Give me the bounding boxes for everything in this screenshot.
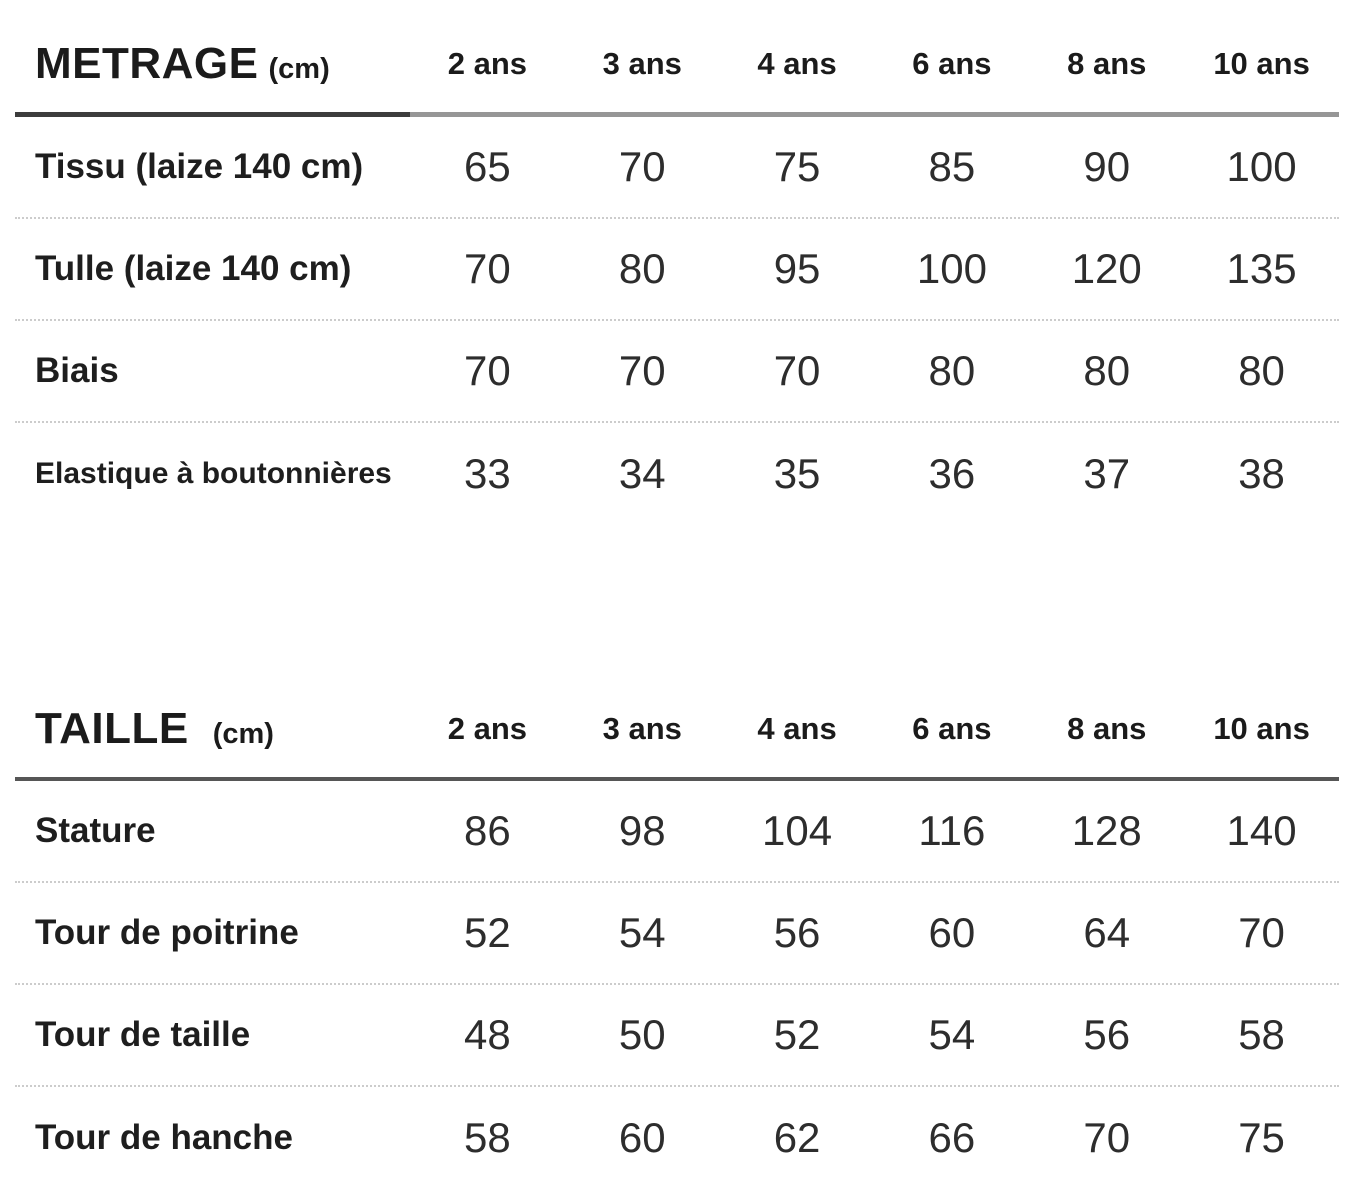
row-label: Biais <box>35 351 119 390</box>
table-row: Tour de taille 48 50 52 54 56 58 <box>15 985 1339 1087</box>
value-cell: 58 <box>1238 1011 1285 1058</box>
value-cell: 95 <box>773 245 821 292</box>
unit-label: (cm) <box>268 53 330 85</box>
table-row: Tour de poitrine 52 54 56 60 64 70 <box>15 883 1339 985</box>
value-cell: 34 <box>618 450 666 497</box>
value-cell: 80 <box>618 245 666 292</box>
value-cell: 100 <box>1226 143 1297 190</box>
value-cell: 104 <box>762 807 833 854</box>
header-rule-light-segment <box>410 112 1339 117</box>
metrage-table: METRAGE (cm) 2 ans 3 ans 4 ans 6 ans 8 an… <box>15 0 1339 525</box>
column-header: 3 ans <box>602 46 682 81</box>
value-cell: 62 <box>773 1114 821 1161</box>
value-cell: 70 <box>1238 909 1285 956</box>
metrage-title-cell: METRAGE (cm) <box>15 39 410 89</box>
value-cell: 128 <box>1071 807 1142 854</box>
column-header: 2 ans <box>447 46 528 81</box>
value-cell: 38 <box>1238 450 1285 497</box>
value-cell: 54 <box>618 909 666 956</box>
value-cell: 50 <box>618 1011 666 1058</box>
table-row: Biais 70 70 70 80 80 80 <box>15 321 1339 423</box>
column-header: 3 ans <box>602 711 682 746</box>
row-label: Tour de taille <box>35 1015 251 1054</box>
taille-header-row: TAILLE (cm) 2 ans 3 ans 4 ans 6 ans 8 ans… <box>15 693 1339 765</box>
value-cell: 120 <box>1071 245 1142 292</box>
value-cell: 70 <box>1083 1114 1131 1161</box>
table-row: Elastique à boutonnières 33 34 35 36 37 … <box>15 423 1339 525</box>
value-cell: 66 <box>928 1114 976 1161</box>
value-cell: 54 <box>928 1011 976 1058</box>
value-cell: 70 <box>618 143 666 190</box>
value-cell: 85 <box>928 143 976 190</box>
value-cell: 64 <box>1083 909 1131 956</box>
value-cell: 135 <box>1226 245 1297 292</box>
column-header: 6 ans <box>912 711 992 746</box>
header-rule <box>15 112 1339 117</box>
row-label: Elastique à boutonnières <box>35 457 392 490</box>
value-cell: 52 <box>773 1011 821 1058</box>
value-cell: 86 <box>464 807 511 854</box>
table-row: Tour de hanche 58 60 62 66 70 75 <box>15 1087 1339 1189</box>
taille-table: TAILLE (cm) 2 ans 3 ans 4 ans 6 ans 8 ans… <box>15 525 1339 1189</box>
metrage-header-row: METRAGE (cm) 2 ans 3 ans 4 ans 6 ans 8 an… <box>15 28 1339 100</box>
column-header: 4 ans <box>757 46 837 81</box>
value-cell: 80 <box>928 347 976 394</box>
value-cell: 52 <box>464 909 511 956</box>
table-row: Tissu (laize 140 cm) 65 70 75 85 90 100 <box>15 117 1339 219</box>
value-cell: 75 <box>773 143 821 190</box>
value-cell: 36 <box>928 450 976 497</box>
row-label: Stature <box>35 811 156 850</box>
table-row: Tulle (laize 140 cm) 70 80 95 100 120 13… <box>15 219 1339 321</box>
value-cell: 56 <box>773 909 821 956</box>
value-cell: 70 <box>464 347 511 394</box>
value-cell: 48 <box>464 1011 511 1058</box>
value-cell: 56 <box>1083 1011 1131 1058</box>
value-cell: 70 <box>773 347 821 394</box>
column-header: 8 ans <box>1067 46 1147 81</box>
column-header: 10 ans <box>1213 711 1310 746</box>
unit-label: (cm) <box>212 718 274 750</box>
value-cell: 90 <box>1083 143 1131 190</box>
value-cell: 65 <box>464 143 511 190</box>
value-cell: 80 <box>1083 347 1131 394</box>
value-cell: 70 <box>464 245 511 292</box>
value-cell: 70 <box>618 347 666 394</box>
column-header: 8 ans <box>1067 711 1147 746</box>
header-rule <box>15 777 1339 781</box>
value-cell: 80 <box>1238 347 1285 394</box>
table-row: Stature 86 98 104 116 128 140 <box>15 781 1339 883</box>
value-cell: 35 <box>773 450 821 497</box>
column-header: 6 ans <box>912 46 992 81</box>
column-header: 10 ans <box>1213 46 1310 81</box>
column-header: 2 ans <box>447 711 528 746</box>
value-cell: 100 <box>916 245 987 292</box>
value-cell: 75 <box>1238 1114 1285 1161</box>
value-cell: 140 <box>1226 807 1297 854</box>
value-cell: 33 <box>464 450 511 497</box>
section-title: TAILLE <box>35 704 189 753</box>
value-cell: 60 <box>928 909 976 956</box>
value-cell: 116 <box>918 807 986 854</box>
column-header: 4 ans <box>757 711 837 746</box>
row-label: Tulle (laize 140 cm) <box>35 249 352 288</box>
header-rule-dark-segment <box>15 112 410 117</box>
value-cell: 98 <box>618 807 666 854</box>
value-cell: 58 <box>464 1114 511 1161</box>
section-title: METRAGE <box>35 39 259 88</box>
row-label: Tour de poitrine <box>35 913 299 952</box>
taille-title-cell: TAILLE (cm) <box>15 704 410 754</box>
value-cell: 37 <box>1083 450 1131 497</box>
row-label: Tissu (laize 140 cm) <box>35 147 364 186</box>
row-label: Tour de hanche <box>35 1118 293 1157</box>
value-cell: 60 <box>618 1114 666 1161</box>
